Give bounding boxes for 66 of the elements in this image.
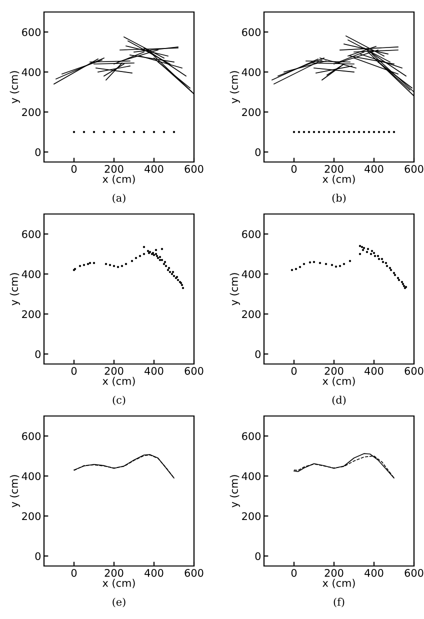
y-axis-title: y (cm) <box>10 475 20 508</box>
x-tick-label: 600 <box>184 164 204 173</box>
x-tick-label: 200 <box>104 366 124 375</box>
x-tick-label: 200 <box>324 164 344 173</box>
y-tick-label: 200 <box>242 512 261 520</box>
y-tick-label: 600 <box>242 432 261 440</box>
y-tick-label: 600 <box>22 432 41 440</box>
y-axis-title: y (cm) <box>230 273 240 306</box>
y-tick-label: 200 <box>22 512 41 520</box>
y-tick-label: 600 <box>22 28 41 36</box>
y-tick-label: 0 <box>35 148 41 156</box>
y-tick-label: 600 <box>22 230 41 238</box>
x-tick-label: 200 <box>104 164 124 173</box>
y-tick-label: 400 <box>242 270 261 278</box>
y-tick-label: 200 <box>242 108 261 116</box>
x-tick-label: 0 <box>71 164 77 173</box>
y-tick-label: 200 <box>22 310 41 318</box>
y-tick-label: 0 <box>35 350 41 358</box>
y-tick-label: 400 <box>242 472 261 480</box>
y-tick-label: 0 <box>35 552 41 560</box>
x-tick-label: 600 <box>404 164 424 173</box>
text: (a) <box>112 194 126 204</box>
x-tick-label: 600 <box>404 568 424 577</box>
x-tick-label: 0 <box>291 366 297 375</box>
y-tick-label: 200 <box>242 310 261 318</box>
y-tick-label: 400 <box>242 68 261 76</box>
x-tick-label: 0 <box>71 366 77 375</box>
y-axis-title: y (cm) <box>230 71 240 104</box>
x-tick-label: 400 <box>144 568 164 577</box>
x-axis-title: x (cm) <box>322 174 355 184</box>
x-axis-title: x (cm) <box>102 376 135 386</box>
y-tick-label: 400 <box>22 68 41 76</box>
x-tick-label: 600 <box>404 366 424 375</box>
text: (c) <box>112 396 126 406</box>
y-tick-label: 0 <box>255 552 261 560</box>
y-tick-label: 200 <box>22 108 41 116</box>
x-axis-title: x (cm) <box>102 174 135 184</box>
y-tick-label: 400 <box>22 472 41 480</box>
x-tick-label: 200 <box>324 366 344 375</box>
x-tick-label: 0 <box>291 164 297 173</box>
text: (e) <box>112 598 126 608</box>
x-tick-label: 0 <box>291 568 297 577</box>
x-tick-label: 400 <box>364 366 384 375</box>
y-tick-label: 400 <box>22 270 41 278</box>
x-tick-label: 600 <box>184 568 204 577</box>
x-tick-label: 600 <box>184 366 204 375</box>
x-tick-label: 400 <box>364 568 384 577</box>
y-tick-label: 600 <box>242 28 261 36</box>
y-axis-title: y (cm) <box>10 273 20 306</box>
text: (b) <box>332 194 346 204</box>
x-axis-title: x (cm) <box>322 376 355 386</box>
x-tick-label: 0 <box>71 568 77 577</box>
y-axis-title: y (cm) <box>230 475 240 508</box>
x-tick-label: 200 <box>104 568 124 577</box>
y-tick-label: 0 <box>255 350 261 358</box>
y-tick-label: 0 <box>255 148 261 156</box>
x-tick-label: 400 <box>144 366 164 375</box>
x-axis-title: x (cm) <box>322 578 355 588</box>
text: (d) <box>332 396 346 406</box>
x-tick-label: 400 <box>364 164 384 173</box>
text: (f) <box>334 598 344 608</box>
y-axis-title: y (cm) <box>10 71 20 104</box>
x-tick-label: 200 <box>324 568 344 577</box>
x-tick-label: 400 <box>144 164 164 173</box>
y-tick-label: 600 <box>242 230 261 238</box>
x-axis-title: x (cm) <box>102 578 135 588</box>
